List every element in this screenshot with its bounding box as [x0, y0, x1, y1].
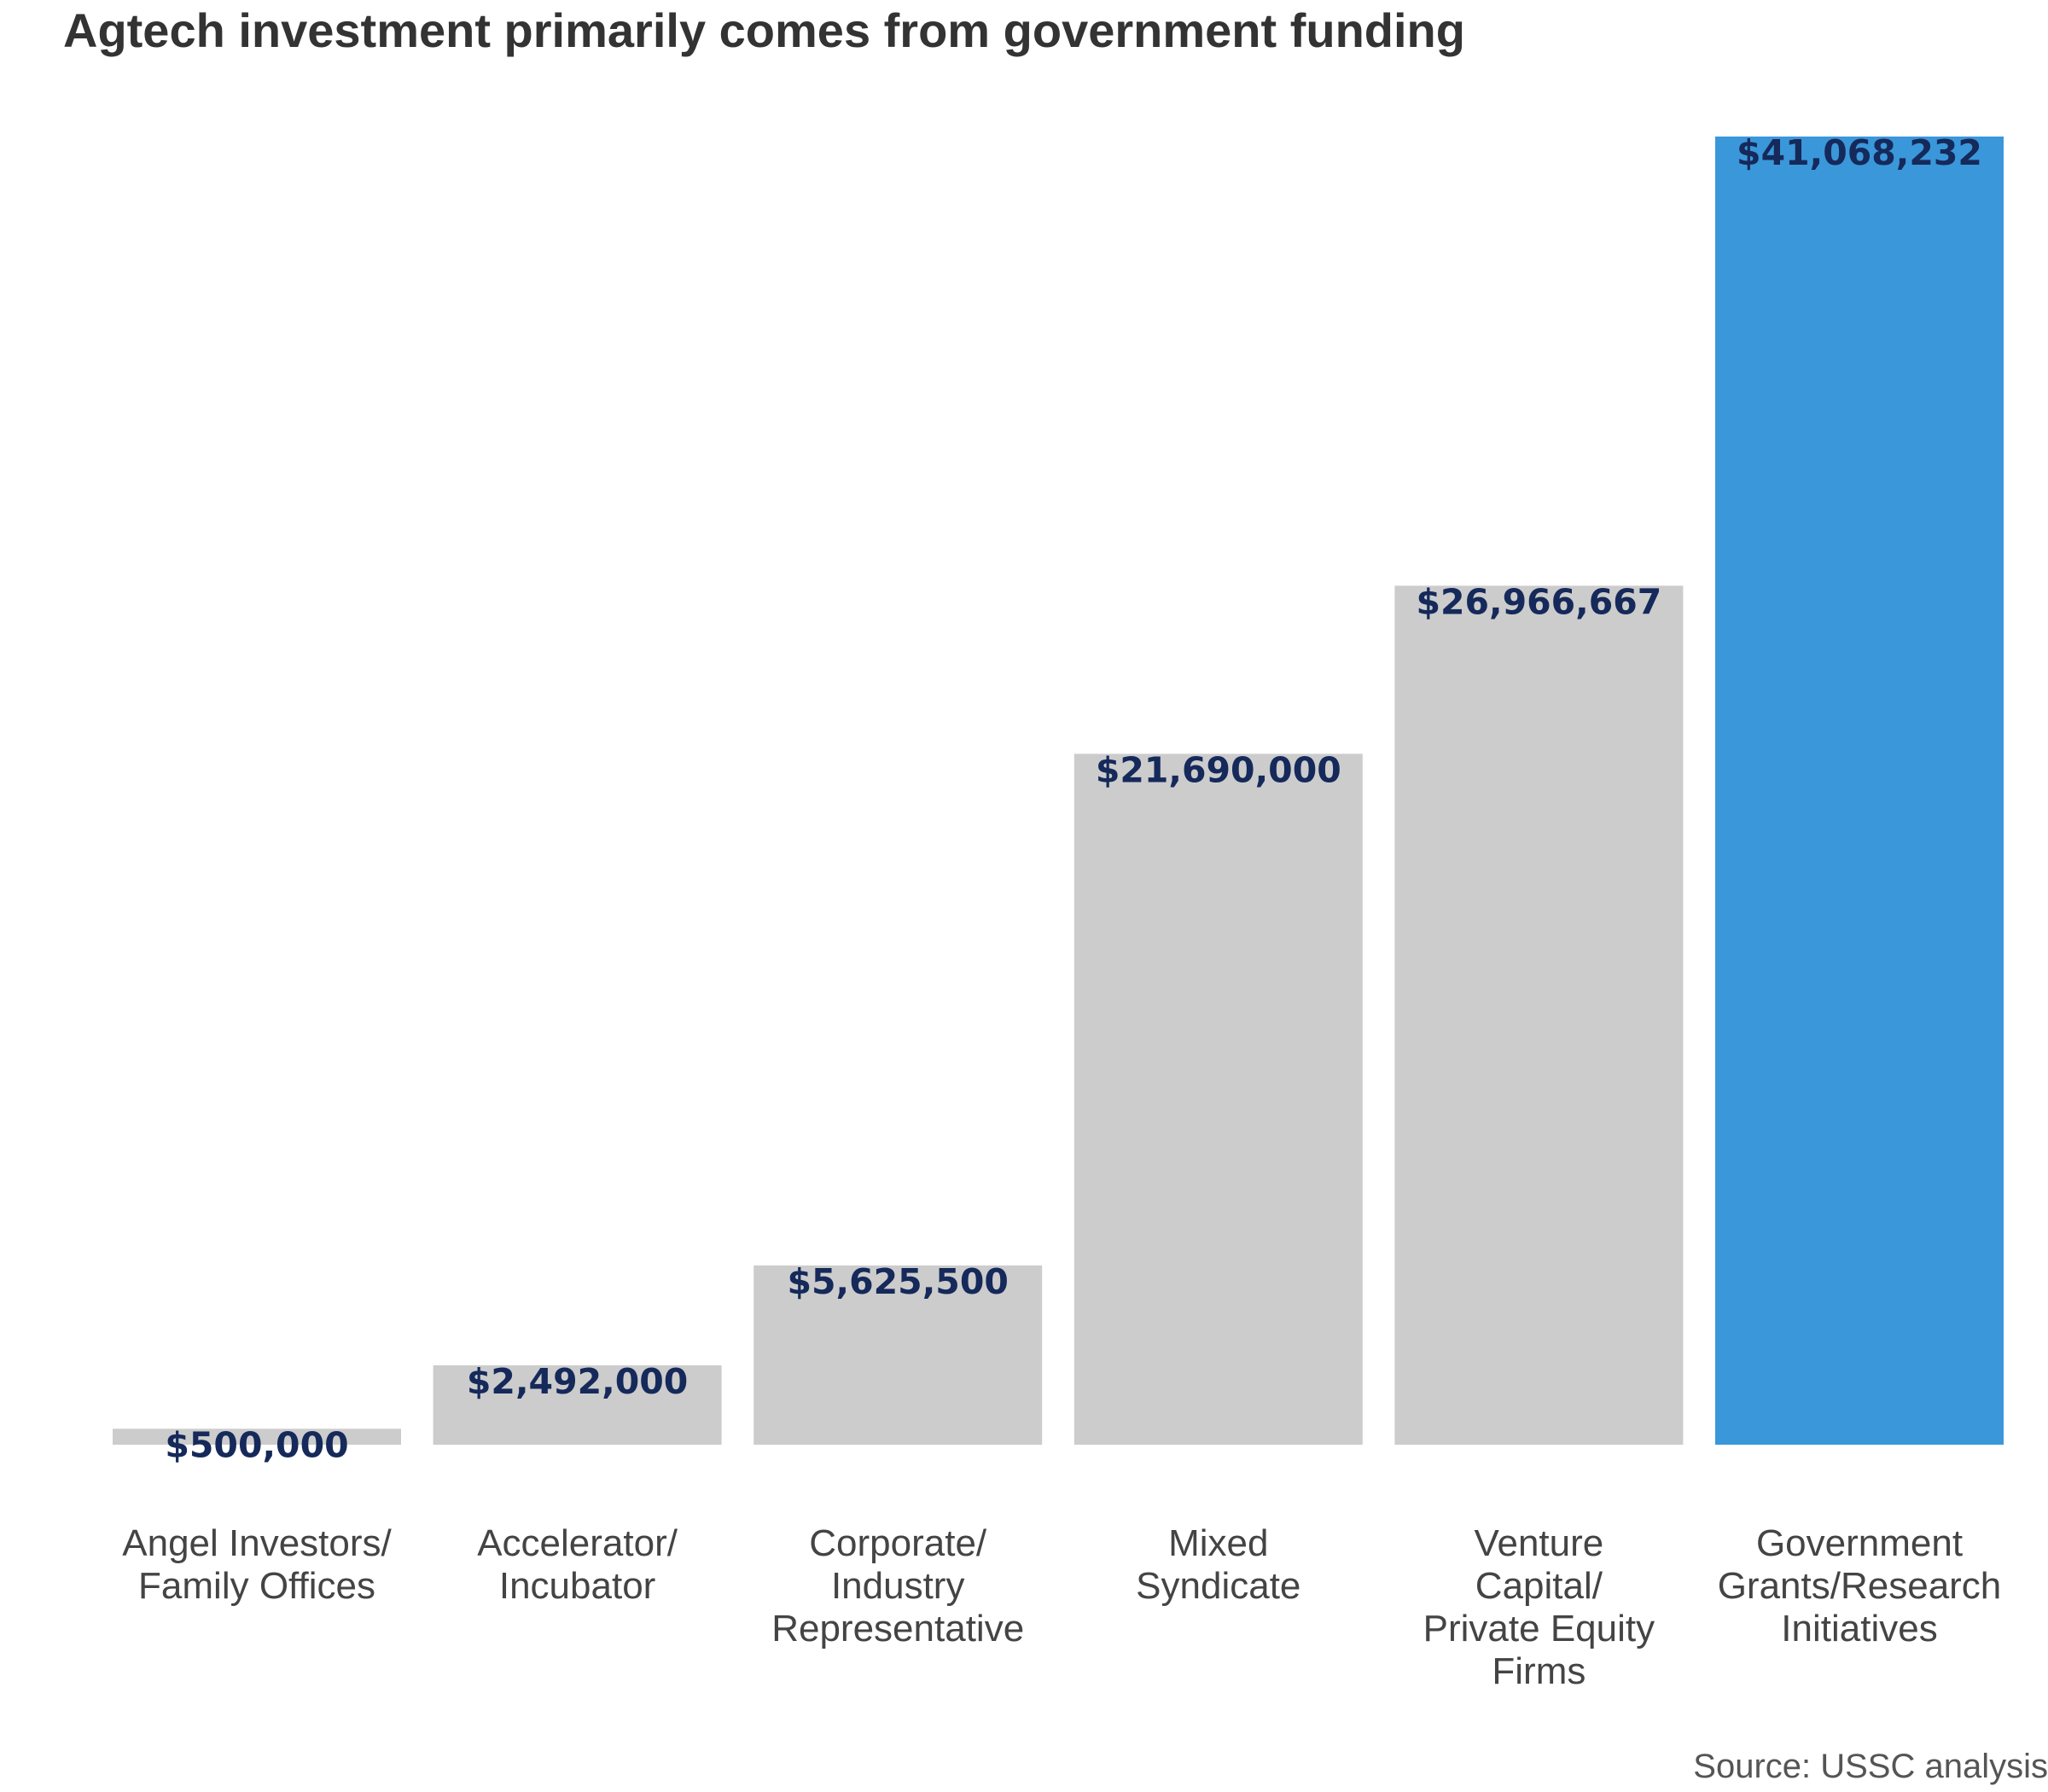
bar-4: [1073, 753, 1363, 1445]
category-label-line: Government: [1756, 1522, 1963, 1564]
category-label-line: Syndicate: [1136, 1565, 1300, 1607]
category-label-line: Mixed: [1168, 1522, 1268, 1564]
category-label-line: Capital/: [1475, 1565, 1603, 1607]
chart-title: Agtech investment primarily comes from g…: [63, 3, 1465, 57]
bar-5: [1394, 585, 1684, 1445]
value-label-2: $2,492,000: [467, 1361, 688, 1402]
value-label-6: $41,068,232: [1737, 132, 1982, 173]
category-label-4: Mixed Syndicate: [1136, 1522, 1300, 1607]
value-label-1: $500,000: [165, 1424, 348, 1465]
category-label-line: Initiatives: [1781, 1608, 1937, 1649]
bar-2: [433, 1365, 722, 1445]
category-label-line: Firms: [1492, 1650, 1585, 1692]
value-label-5: $26,966,667: [1416, 581, 1661, 622]
category-label-line: Venture: [1475, 1522, 1604, 1564]
category-label-line: Accelerator/: [477, 1522, 678, 1564]
category-label-line: Private Equity: [1423, 1608, 1655, 1649]
bar-6: [1715, 137, 2004, 1445]
bar-3: [753, 1265, 1043, 1445]
bar-1: [113, 1428, 401, 1445]
category-label-line: Incubator: [499, 1565, 655, 1607]
source-note: Source: USSC analysis: [1693, 1748, 2048, 1785]
category-label-1: Angel Investors/Family Offices: [122, 1522, 392, 1607]
category-label-line: Industry: [831, 1565, 965, 1607]
category-label-3: Corporate/Industry Representative: [771, 1522, 1024, 1649]
category-label-5: Venture Capital/Private Equity Firms: [1423, 1522, 1655, 1692]
category-label-line: Corporate/: [809, 1522, 987, 1564]
category-label-6: Government Grants/Research Initiatives: [1718, 1522, 2002, 1649]
value-label-3: $5,625,500: [788, 1261, 1009, 1302]
category-label-line: Family Offices: [138, 1565, 375, 1607]
category-label-line: Angel Investors/: [122, 1522, 392, 1564]
category-label-line: Grants/Research: [1718, 1565, 2002, 1607]
value-label-4: $21,690,000: [1096, 749, 1341, 790]
category-label-line: Representative: [771, 1608, 1024, 1649]
category-label-2: Accelerator/Incubator: [477, 1522, 678, 1607]
